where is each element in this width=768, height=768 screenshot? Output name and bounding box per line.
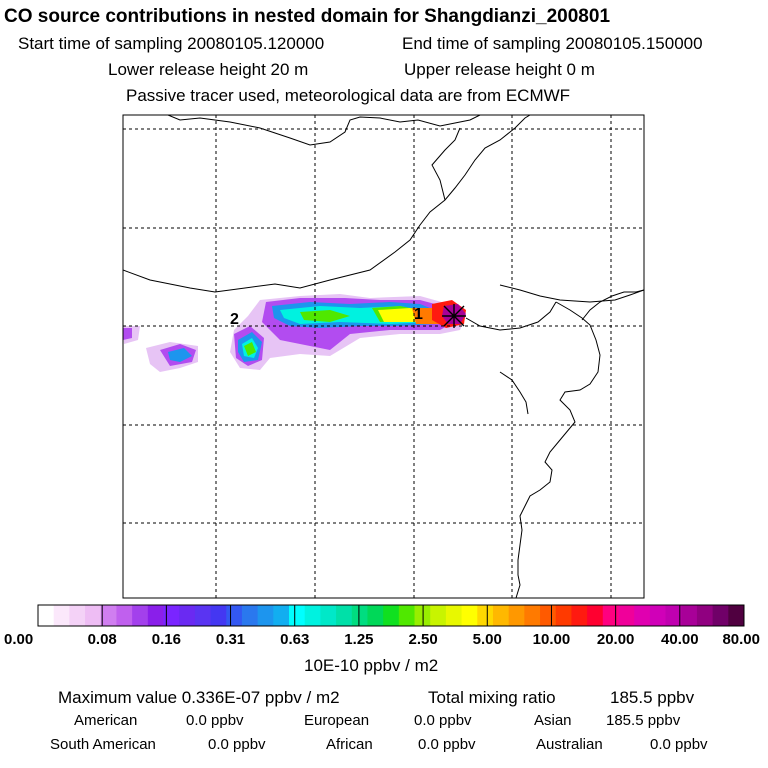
end-time-label: End time of sampling 20080105.150000: [402, 34, 703, 53]
colorbar-swatch: [461, 605, 478, 626]
colorbar-swatch: [320, 605, 337, 626]
colorbar-swatch: [618, 605, 635, 626]
colorbar-swatch: [681, 605, 698, 626]
asian-label: Asian: [534, 712, 572, 729]
colorbar-swatch: [649, 605, 667, 626]
colorbar-swatch: [304, 605, 321, 626]
colorbar-swatch: [540, 605, 557, 626]
colorbar-swatch: [241, 605, 259, 626]
colorbar-swatch: [226, 605, 243, 626]
colorbar-swatch: [508, 605, 525, 626]
colorbar-swatch: [571, 605, 588, 626]
colorbar-swatch: [383, 605, 400, 626]
colorbar-swatch: [336, 605, 353, 626]
gridlines: [123, 115, 644, 598]
colorbar-swatch: [147, 605, 165, 626]
colorbar-swatch: [194, 605, 212, 626]
colorbar-swatch: [555, 605, 572, 626]
colorbar-swatch: [289, 605, 306, 626]
upper-release-label: Upper release height 0 m: [404, 60, 595, 79]
colorbar-swatch: [728, 605, 745, 626]
south-american-value: 0.0 ppbv: [208, 736, 266, 753]
colorbar-swatch: [163, 605, 180, 626]
start-time-label: Start time of sampling 20080105.120000: [18, 34, 325, 53]
colorbar-tick-label: 0.00: [4, 631, 34, 648]
colorbar-swatch: [492, 605, 510, 626]
x-star-icon: [442, 304, 466, 328]
colorbar-swatch: [100, 605, 117, 626]
asian-value: 185.5 ppbv: [606, 712, 681, 729]
colorbar-swatch: [53, 605, 70, 626]
colorbar-swatch: [477, 605, 494, 626]
colorbar-tick-label: 1.25: [344, 631, 374, 648]
colorbar-unit: 10E-10 ppbv / m2: [304, 656, 439, 675]
colorbar-swatch: [430, 605, 447, 626]
marker-label-1: 1: [414, 306, 423, 323]
colorbar-tick-label: 0.31: [215, 631, 246, 648]
colorbar-swatch: [712, 605, 729, 626]
colorbar-tick-label: 5.00: [472, 631, 502, 648]
colorbar-swatch: [210, 605, 227, 626]
colorbar-tick-label: 0.63: [280, 631, 310, 648]
colorbar-swatch: [273, 605, 290, 626]
colorbar-tick-label: 2.50: [408, 631, 438, 648]
colorbar-swatch: [38, 605, 55, 626]
colorbar-border: [37, 604, 745, 627]
coastlines: [123, 115, 644, 598]
australian-label: Australian: [536, 736, 603, 753]
colorbar-swatch: [257, 605, 274, 626]
page-title: CO source contributions in nested domain…: [4, 6, 611, 27]
african-value: 0.0 ppbv: [418, 736, 476, 753]
colorbar-swatch: [696, 605, 714, 626]
australian-value: 0.0 ppbv: [650, 736, 708, 753]
colorbar-swatch: [351, 605, 368, 626]
american-value: 0.0 ppbv: [186, 712, 244, 729]
colorbar-swatch: [665, 605, 682, 626]
colorbar-swatch: [179, 605, 196, 626]
lower-release-label: Lower release height 20 m: [108, 60, 309, 79]
tracer-note: Passive tracer used, meteorological data…: [126, 86, 571, 105]
colorbar-swatch: [398, 605, 416, 626]
colorbar-tick-label: 20.00: [596, 631, 635, 648]
colorbar-swatch: [634, 605, 651, 626]
colorbar-swatch: [602, 605, 619, 626]
colorbar: [37, 604, 745, 627]
american-label: American: [74, 712, 138, 729]
map-border: [122, 114, 645, 599]
colorbar-swatch: [587, 605, 604, 626]
colorbar-tick-label: 80.00: [722, 631, 760, 648]
colorbar-tick-label: 10.00: [532, 631, 571, 648]
european-label: European: [304, 712, 370, 729]
colorbar-swatch: [132, 605, 149, 626]
marker-label-2: 2: [230, 311, 239, 328]
south-american-label: South American: [50, 736, 156, 753]
total-mixing-value: 185.5 ppbv: [610, 688, 695, 707]
colorbar-swatch: [85, 605, 102, 626]
colorbar-tick-label: 0.16: [151, 631, 181, 648]
max-value-label: Maximum value 0.336E-07 ppbv / m2: [58, 688, 340, 707]
colorbar-swatch: [367, 605, 384, 626]
colorbar-tick-label: 0.08: [87, 631, 117, 648]
colorbar-swatch: [445, 605, 463, 626]
european-value: 0.0 ppbv: [414, 712, 472, 729]
colorbar-swatch: [116, 605, 133, 626]
colorbar-tick-label: 40.00: [661, 631, 699, 648]
colorbar-swatch: [69, 605, 86, 626]
african-label: African: [326, 736, 373, 753]
total-mixing-label: Total mixing ratio: [428, 688, 556, 707]
colorbar-swatch: [524, 605, 541, 626]
